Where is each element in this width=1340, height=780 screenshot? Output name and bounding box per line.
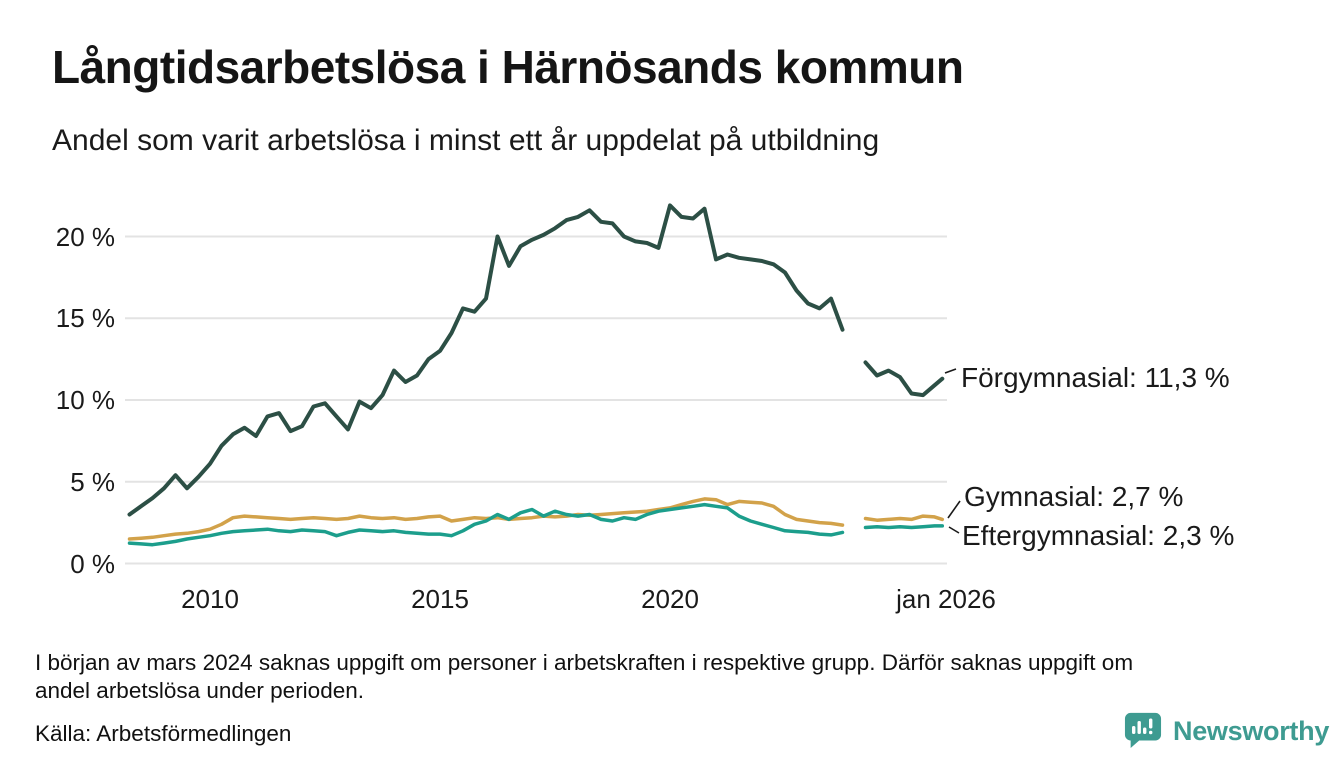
line-gymnasial: [127, 497, 945, 541]
y-axis-tick-10pct: 10 %: [55, 385, 115, 415]
x-axis-tick-2020: 2020: [641, 584, 699, 614]
source-attribution: Källa: Arbetsförmedlingen: [35, 721, 292, 746]
newsworthy-bubble-chart-icon: [1124, 712, 1162, 749]
line-frgymnasial: [127, 203, 945, 517]
series-end-label-gymnasial: Gymnasial: 2,7 %: [964, 481, 1184, 512]
newsworthy-wordmark: Newsworthy: [1173, 715, 1330, 746]
line-eftergymnasial: [127, 502, 945, 547]
x-axis-tick-2010: 2010: [181, 584, 239, 614]
label-leader-line: [947, 500, 961, 519]
chart-subtitle: Andel som varit arbetslösa i minst ett å…: [52, 124, 880, 157]
y-axis-tick-0pct: 0 %: [70, 548, 115, 579]
footnote-line-2: andel arbetslösa under perioden.: [35, 678, 364, 703]
label-leader-line: [944, 368, 957, 374]
label-leader-line: [948, 526, 960, 534]
x-axis-tick-2015: 2015: [411, 584, 469, 614]
series-end-label-forgymnasial: Förgymnasial: 11,3 %: [961, 362, 1230, 393]
series-end-label-eftergymnasial: Eftergymnasial: 2,3 %: [962, 520, 1235, 551]
x-axis-tick-2026: jan 2026: [896, 584, 996, 614]
y-axis-tick-20pct: 20 %: [55, 221, 115, 252]
y-axis-tick-5pct: 5 %: [70, 466, 115, 497]
footnote: I början av mars 2024 saknas uppgift om …: [35, 649, 1133, 705]
footnote-line-1: I början av mars 2024 saknas uppgift om …: [35, 650, 1134, 675]
chart-title: Långtidsarbetslösa i Härnösands kommun: [52, 41, 964, 93]
newsworthy-logo[interactable]: Newsworthy: [1124, 711, 1329, 751]
y-axis-tick-15pct: 15 %: [55, 303, 115, 334]
